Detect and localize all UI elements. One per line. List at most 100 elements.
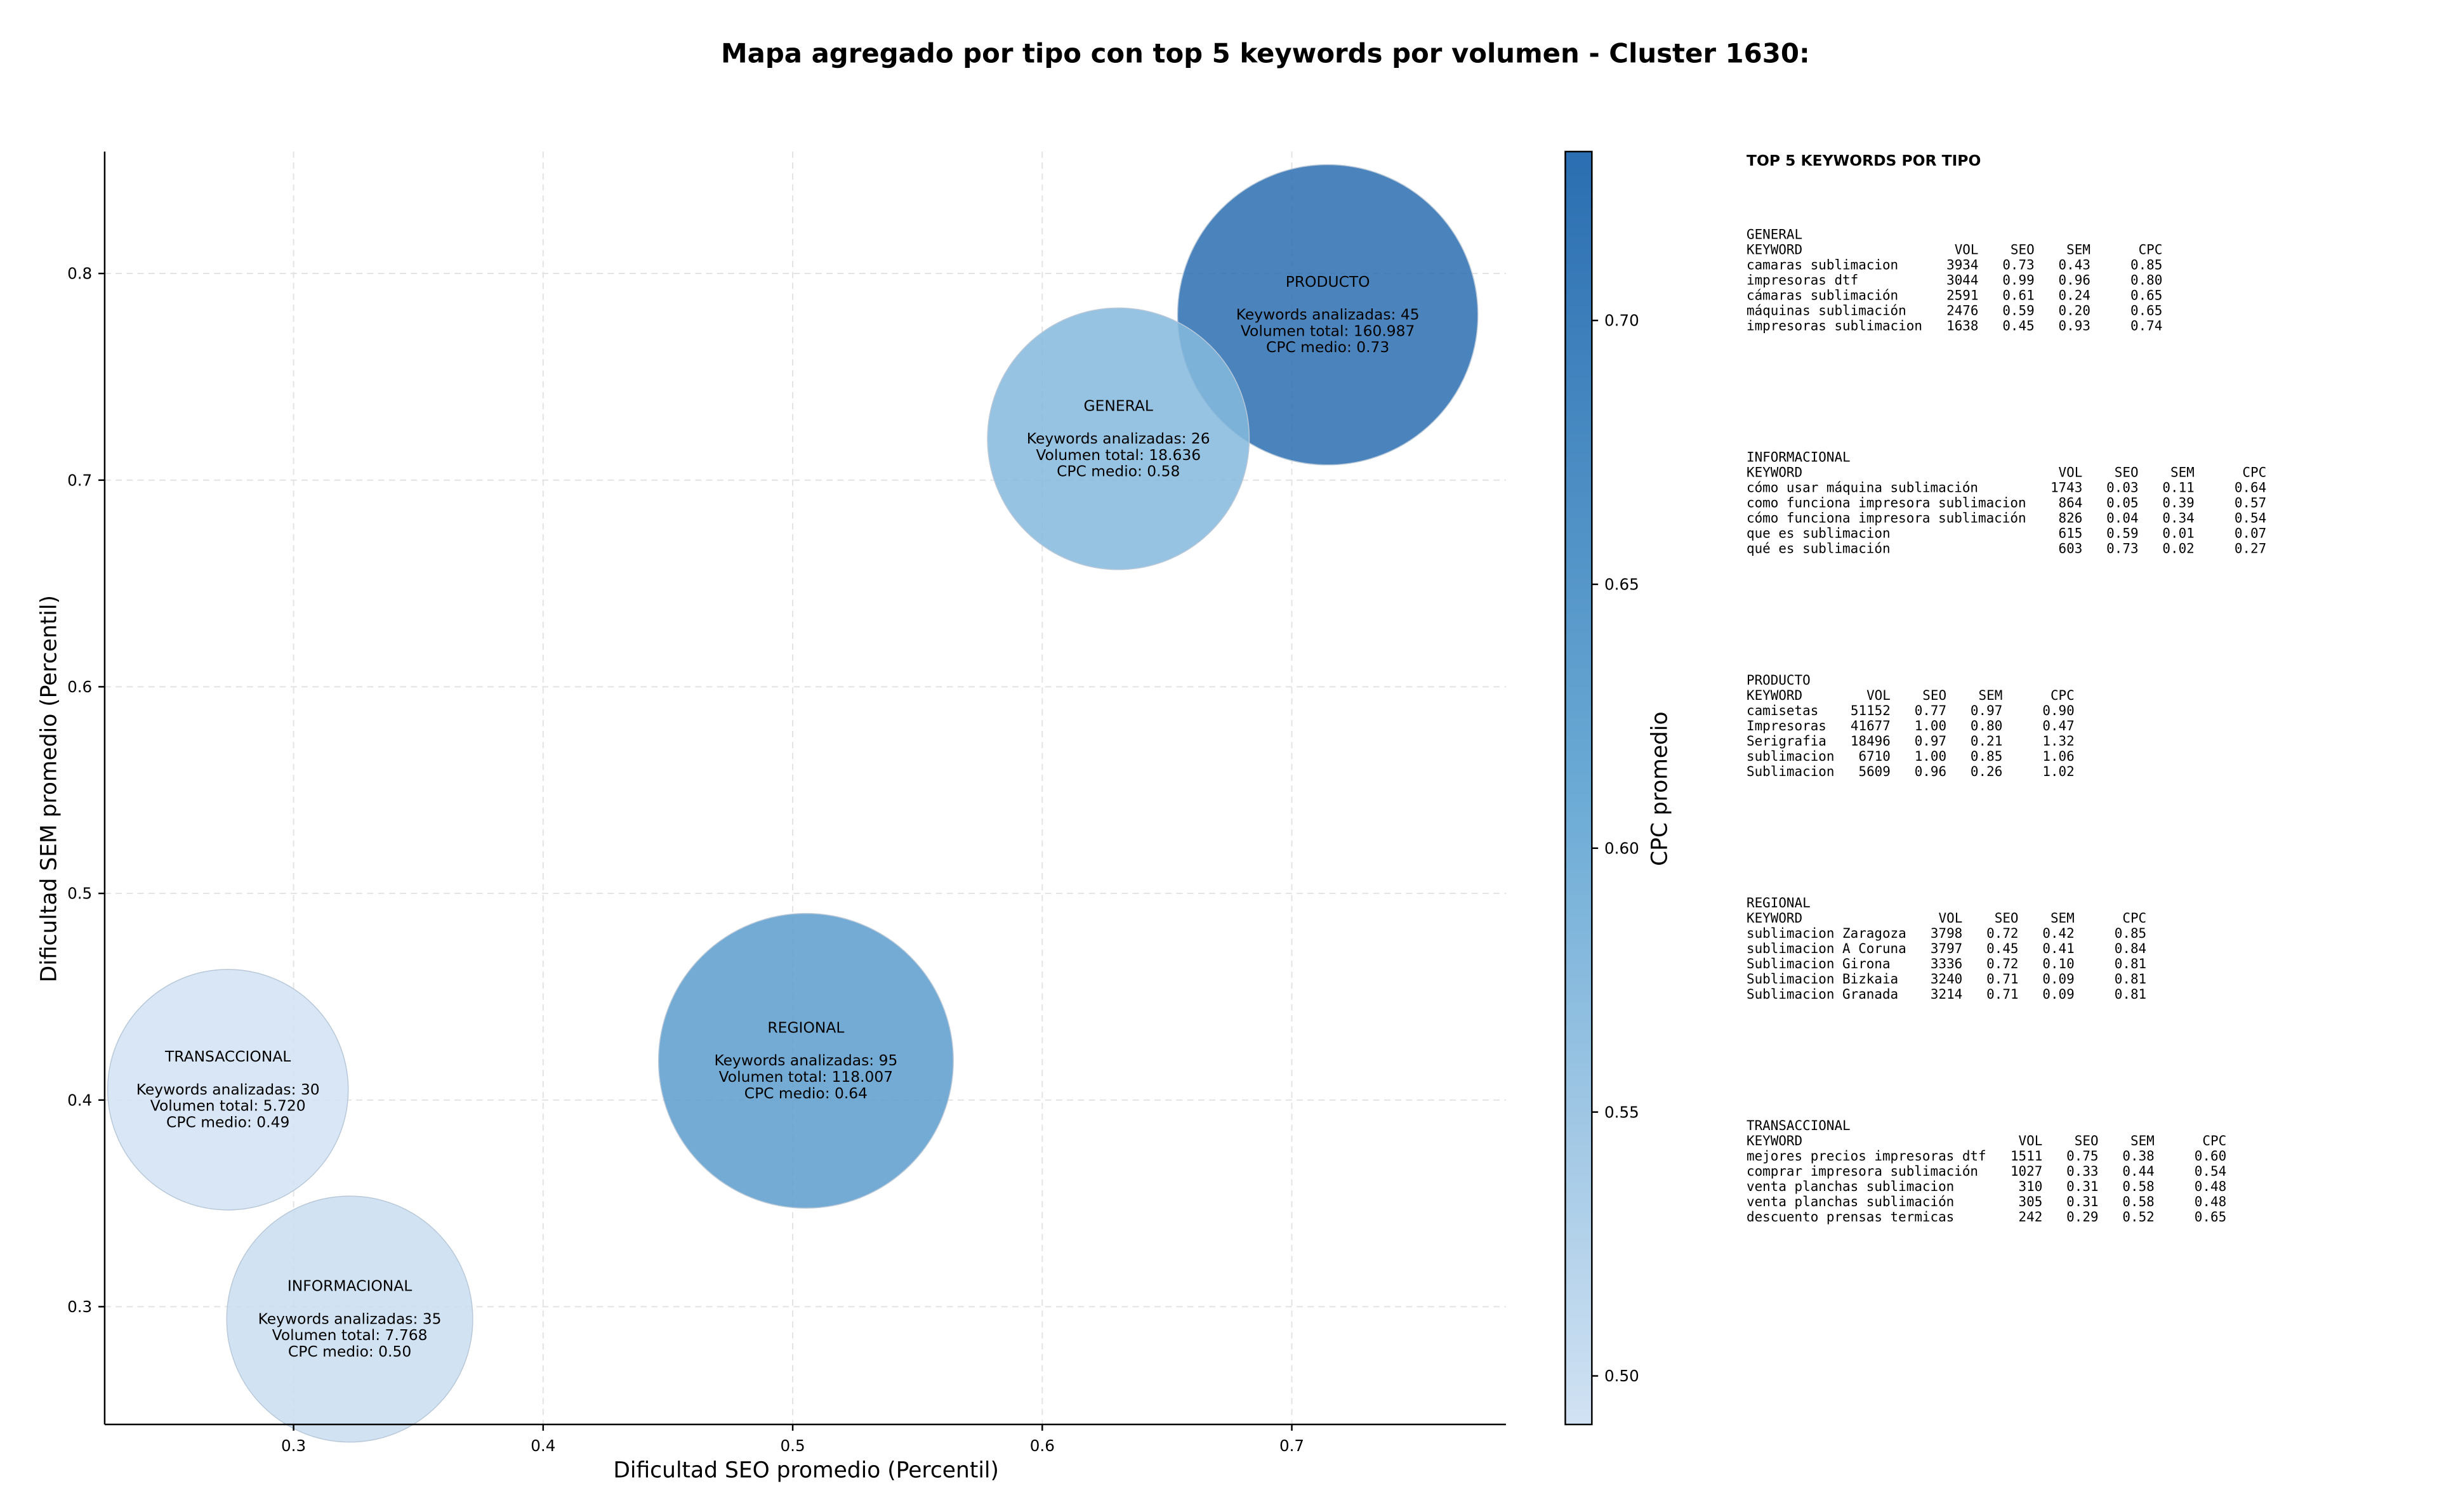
x-axis-label: Dificultad SEO promedio (Percentil) <box>613 1458 999 1483</box>
bubble-cpc-value: 0.73 <box>1356 338 1389 356</box>
bubble-keywords-label: Keywords analizadas: <box>1236 306 1396 324</box>
cell-keyword: Sublimacion Bizkaia <box>1747 971 1898 987</box>
cell-keyword: mejores precios impresoras dtf <box>1747 1148 1986 1164</box>
cell-number: 864 <box>2059 496 2083 511</box>
cell-number: 0.59 <box>2002 303 2034 319</box>
colorbar-tick-label: 0.65 <box>1604 575 1639 594</box>
cell-number: 0.29 <box>2066 1209 2098 1225</box>
column-header: KEYWORD <box>1747 910 1802 926</box>
bubble-volume-label: Volumen total: <box>1241 322 1349 339</box>
cell-number: 305 <box>2019 1194 2043 1209</box>
cell-number: 3240 <box>1931 971 1962 987</box>
cell-keyword: camisetas <box>1747 703 1818 718</box>
cell-number: 0.45 <box>2002 319 2034 334</box>
colorbar-label: CPC promedio <box>1647 711 1672 865</box>
section-name: TRANSACCIONAL <box>1747 1118 1851 1133</box>
bubble-cpc: CPC medio: 0.73 <box>1266 338 1389 356</box>
cell-number: 3214 <box>1931 987 1962 1002</box>
cell-number: 0.81 <box>2115 956 2146 971</box>
column-header: VOL <box>1955 242 1979 258</box>
y-tick-label: 0.5 <box>67 884 92 903</box>
cell-number: 0.34 <box>2162 511 2194 526</box>
bubble-name: PRODUCTO <box>1286 273 1370 291</box>
cell-number: 1638 <box>1946 319 1978 334</box>
cell-number: 0.85 <box>2115 926 2146 941</box>
cell-number: 0.03 <box>2106 480 2138 496</box>
cell-keyword: camaras sublimacion <box>1747 258 1898 273</box>
bubble-volume-value: 7.768 <box>385 1326 428 1344</box>
bubble-keywords: Keywords analizadas: 26 <box>1027 430 1210 447</box>
column-header: SEM <box>2130 1133 2155 1148</box>
bubble-volume: Volumen total: 18.636 <box>1036 446 1201 464</box>
bubble-cpc-label: CPC medio: <box>1057 463 1142 480</box>
cell-number: 0.65 <box>2130 288 2162 303</box>
colorbar-tick-label: 0.60 <box>1604 839 1639 857</box>
cell-number: 3798 <box>1931 926 1962 941</box>
cell-number: 0.58 <box>2122 1179 2154 1194</box>
section-name: INFORMACIONAL <box>1747 450 1851 465</box>
cell-number: 0.57 <box>2235 496 2266 511</box>
cell-number: 0.60 <box>2195 1148 2226 1164</box>
bubble-keywords: Keywords analizadas: 45 <box>1236 306 1420 324</box>
cell-number: 0.27 <box>2235 541 2266 556</box>
bubble-cpc-label: CPC medio: <box>1266 338 1352 356</box>
x-tick-label: 0.7 <box>1279 1436 1304 1455</box>
cell-number: 0.20 <box>2059 303 2090 319</box>
cell-number: 0.75 <box>2066 1148 2098 1164</box>
cell-number: 0.80 <box>1971 718 2002 733</box>
column-header: CPC <box>2139 242 2163 258</box>
bubble-name: REGIONAL <box>767 1019 844 1037</box>
bubble-keywords-label: Keywords analizadas: <box>714 1051 874 1069</box>
bubble-cpc-value: 0.58 <box>1147 463 1180 480</box>
column-header: CPC <box>2051 688 2075 703</box>
cell-number: 0.48 <box>2195 1194 2226 1209</box>
cell-keyword: impresoras dtf <box>1747 273 1858 288</box>
cell-number: 3934 <box>1946 258 1978 273</box>
cell-number: 0.85 <box>2130 258 2162 273</box>
cell-number: 0.39 <box>2162 496 2194 511</box>
cell-number: 0.84 <box>2115 941 2146 956</box>
y-tick-label: 0.8 <box>67 265 92 283</box>
cell-number: 0.54 <box>2195 1164 2226 1179</box>
cell-number: 3044 <box>1946 273 1978 288</box>
cell-number: 51152 <box>1851 703 1891 718</box>
cell-number: 0.02 <box>2162 541 2194 556</box>
cell-keyword: máquinas sublimación <box>1747 303 1906 319</box>
cell-keyword: como funciona impresora sublimacion <box>1747 496 2026 511</box>
cell-number: 0.77 <box>1915 703 1946 718</box>
cell-number: 0.54 <box>2235 511 2266 526</box>
cell-number: 603 <box>2059 541 2083 556</box>
cell-number: 0.64 <box>2235 480 2266 496</box>
cell-number: 0.61 <box>2002 288 2034 303</box>
y-tick-label: 0.6 <box>67 678 92 696</box>
column-header: SEO <box>2115 465 2139 480</box>
cell-number: 3336 <box>1931 956 1962 971</box>
section-name: GENERAL <box>1747 227 1802 242</box>
cell-keyword: impresoras sublimacion <box>1747 319 1922 334</box>
column-header: CPC <box>2242 465 2266 480</box>
bubble-cpc: CPC medio: 0.64 <box>744 1084 868 1102</box>
bubble-keywords-value: 95 <box>879 1051 898 1069</box>
cell-number: 0.52 <box>2122 1209 2154 1225</box>
column-header: VOL <box>2019 1133 2043 1148</box>
cell-keyword: sublimacion <box>1747 749 1834 764</box>
cell-number: 1027 <box>2011 1164 2042 1179</box>
bubble-keywords-label: Keywords analizadas: <box>258 1310 418 1327</box>
bubble-volume: Volumen total: 160.987 <box>1241 322 1415 339</box>
bubble-volume-label: Volumen total: <box>719 1068 828 1086</box>
cell-number: 1.00 <box>1915 749 1946 764</box>
bubble-keywords-label: Keywords analizadas: <box>136 1081 296 1098</box>
cell-number: 0.72 <box>1986 956 2018 971</box>
bubble <box>107 969 349 1211</box>
column-header: VOL <box>1866 688 1891 703</box>
cell-number: 0.47 <box>2042 718 2074 733</box>
cell-number: 0.85 <box>1971 749 2002 764</box>
column-header: SEO <box>2075 1133 2099 1148</box>
cell-number: 0.80 <box>2130 273 2162 288</box>
cell-keyword: sublimacion A Coruna <box>1747 941 1906 956</box>
bubble-name: GENERAL <box>1084 397 1153 414</box>
bubble-cpc-value: 0.50 <box>378 1343 411 1360</box>
cell-number: 0.48 <box>2195 1179 2226 1194</box>
section-name: REGIONAL <box>1747 895 1811 910</box>
cell-keyword: cámaras sublimación <box>1747 288 1898 303</box>
